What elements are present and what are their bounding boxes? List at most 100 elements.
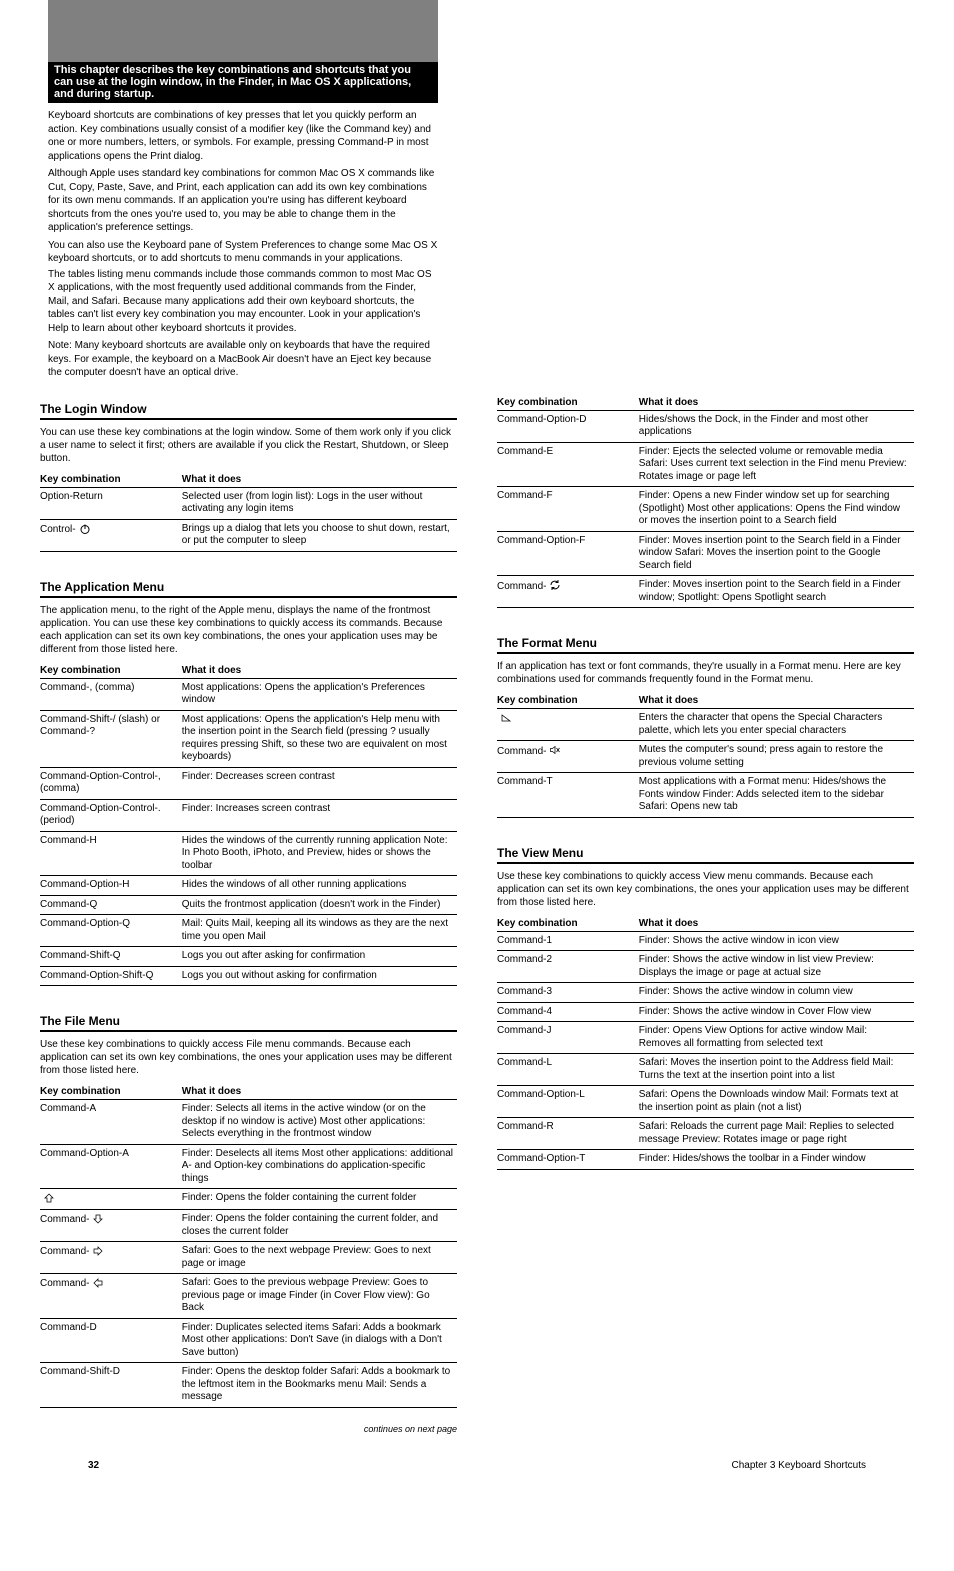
table-row: Option-Return Selected user (from login … <box>40 487 457 519</box>
col-header: What it does <box>182 471 457 488</box>
key-action: Brings up a dialog that lets you choose … <box>182 519 457 551</box>
col-header: What it does <box>182 1083 457 1100</box>
filemenu-cont-table: Key combination What it does Command-Opt… <box>497 394 914 609</box>
key-action: Hides the windows of all other running a… <box>182 876 457 896</box>
key-action: Enters the character that opens the Spec… <box>639 709 914 741</box>
col-header: Key combination <box>497 915 639 932</box>
key-combo: Command-Option-A <box>40 1144 182 1189</box>
table-row: Command-Safari: Goes to the previous web… <box>40 1274 457 1319</box>
filemenu-table: Key combination What it does Command-AFi… <box>40 1083 457 1407</box>
section-subhead: The application menu, to the right of th… <box>40 604 457 656</box>
lede-text: Keyboard shortcuts are combinations of k… <box>0 103 438 380</box>
table-row: Command-AFinder: Selects all items in th… <box>40 1100 457 1145</box>
key-combo: Command-3 <box>497 983 639 1003</box>
col-header: Key combination <box>40 1083 182 1100</box>
col-header: What it does <box>639 692 914 709</box>
table-row: Command-Option-AFinder: Deselects all it… <box>40 1144 457 1189</box>
section-title-format: The Format Menu <box>497 618 914 654</box>
table-row: Command-4Finder: Shows the active window… <box>497 1002 914 1022</box>
key-action: Finder: Opens View Options for active wi… <box>639 1022 914 1054</box>
section-title-appmenu: The Application Menu <box>40 562 457 598</box>
col-header: Key combination <box>497 692 639 709</box>
table-row: Command-1Finder: Shows the active window… <box>497 931 914 951</box>
col-header: Key combination <box>497 394 639 411</box>
table-row: Command-Option-QMail: Quits Mail, keepin… <box>40 915 457 947</box>
section-title-view: The View Menu <box>497 828 914 864</box>
key-action: Mutes the computer's sound; press again … <box>639 741 914 773</box>
section-title-filemenu: The File Menu <box>40 996 457 1032</box>
key-combo: Command-Option-Q <box>40 915 182 947</box>
table-row: Command-2Finder: Shows the active window… <box>497 951 914 983</box>
key-combo: Command-Option-F <box>497 531 639 576</box>
key-action: Finder: Increases screen contrast <box>182 799 457 831</box>
key-combo: Command-4 <box>497 1002 639 1022</box>
login-table: Key combination What it does Option-Retu… <box>40 471 457 552</box>
key-combo: Command-H <box>40 831 182 876</box>
volume-mute-icon <box>546 744 564 757</box>
table-row: Command-Option-TFinder: Hides/shows the … <box>497 1150 914 1170</box>
key-combo: Command-1 <box>497 931 639 951</box>
key-combo: Command-T <box>497 773 639 818</box>
key-combo: Command-Shift-/ (slash) or Command-? <box>40 710 182 767</box>
table-row: Command-Finder: Moves insertion point to… <box>497 576 914 608</box>
lede-gray-bar <box>48 0 438 62</box>
key-combo: Command-E <box>497 442 639 487</box>
key-action: Finder: Decreases screen contrast <box>182 767 457 799</box>
key-combo: Command-Option-Shift-Q <box>40 966 182 986</box>
table-row: Command-HHides the windows of the curren… <box>40 831 457 876</box>
page-number: 32 <box>88 1460 99 1471</box>
table-row: Command-RSafari: Reloads the current pag… <box>497 1118 914 1150</box>
key-combo: Command-Option-T <box>497 1150 639 1170</box>
key-combo: Command-A <box>40 1100 182 1145</box>
appmenu-table: Key combination What it does Command-, (… <box>40 662 457 987</box>
key-action: Finder: Shows the active window in Cover… <box>639 1002 914 1022</box>
lede-para: Although Apple uses standard key combina… <box>48 167 438 235</box>
table-row: Command-3Finder: Shows the active window… <box>497 983 914 1003</box>
lede-para: Note: Many keyboard shortcuts are availa… <box>48 339 438 380</box>
key-combo: Command-Option-H <box>40 876 182 896</box>
key-combo: Command-Q <box>40 895 182 915</box>
key-combo: Command- <box>40 1274 182 1319</box>
table-row: Command-Shift-DFinder: Opens the desktop… <box>40 1363 457 1408</box>
table-row: Enters the character that opens the Spec… <box>497 709 914 741</box>
key-combo: Command- <box>40 1210 182 1242</box>
table-row: Command-Shift-/ (slash) or Command-?Most… <box>40 710 457 767</box>
key-combo: Command- <box>40 1242 182 1274</box>
table-row: Command-, (comma)Most applications: Open… <box>40 678 457 710</box>
table-row: Finder: Opens the folder containing the … <box>40 1189 457 1210</box>
format-table: Key combination What it does Enters the … <box>497 692 914 818</box>
key-action: Most applications: Opens the application… <box>182 678 457 710</box>
table-row: Command-QQuits the frontmost application… <box>40 895 457 915</box>
key-action: Finder: Moves insertion point to the Sea… <box>639 576 914 608</box>
key-combo: Command-Option-L <box>497 1086 639 1118</box>
table-row: Control- Brings up a dialog that lets yo… <box>40 519 457 551</box>
key-action: Finder: Selects all items in the active … <box>182 1100 457 1145</box>
col-header: Key combination <box>40 471 182 488</box>
key-action: Hides/shows the Dock, in the Finder and … <box>639 410 914 442</box>
key-action: Quits the frontmost application (doesn't… <box>182 895 457 915</box>
table-row: Command-EFinder: Ejects the selected vol… <box>497 442 914 487</box>
key-action: Selected user (from login list): Logs in… <box>182 487 457 519</box>
right-column: Key combination What it does Command-Opt… <box>497 384 914 1436</box>
key-action: Safari: Reloads the current page Mail: R… <box>639 1118 914 1150</box>
section-subhead: Use these key combinations to quickly ac… <box>497 870 914 909</box>
table-row: Command-Safari: Goes to the next webpage… <box>40 1242 457 1274</box>
section-subhead: Use these key combinations to quickly ac… <box>40 1038 457 1077</box>
key-combo: Command-2 <box>497 951 639 983</box>
key-action: Logs you out after asking for confirmati… <box>182 947 457 967</box>
power-icon <box>76 523 94 536</box>
view-table: Key combination What it does Command-1Fi… <box>497 915 914 1170</box>
angle-icon <box>497 712 515 725</box>
key-action: Finder: Deselects all items Most other a… <box>182 1144 457 1189</box>
key-action: Finder: Opens the desktop folder Safari:… <box>182 1363 457 1408</box>
col-header: What it does <box>639 394 914 411</box>
key-combo: Command-J <box>497 1022 639 1054</box>
col-header: Key combination <box>40 662 182 679</box>
key-action: Finder: Opens the folder containing the … <box>182 1189 457 1210</box>
key-action: Safari: Opens the Downloads window Mail:… <box>639 1086 914 1118</box>
arrow-left-icon <box>89 1277 107 1290</box>
table-row: Command-Option-DHides/shows the Dock, in… <box>497 410 914 442</box>
key-combo: Command-Option-Control-, (comma) <box>40 767 182 799</box>
key-combo: Command-Option-Control-. (period) <box>40 799 182 831</box>
key-combo: Control- <box>40 519 182 551</box>
